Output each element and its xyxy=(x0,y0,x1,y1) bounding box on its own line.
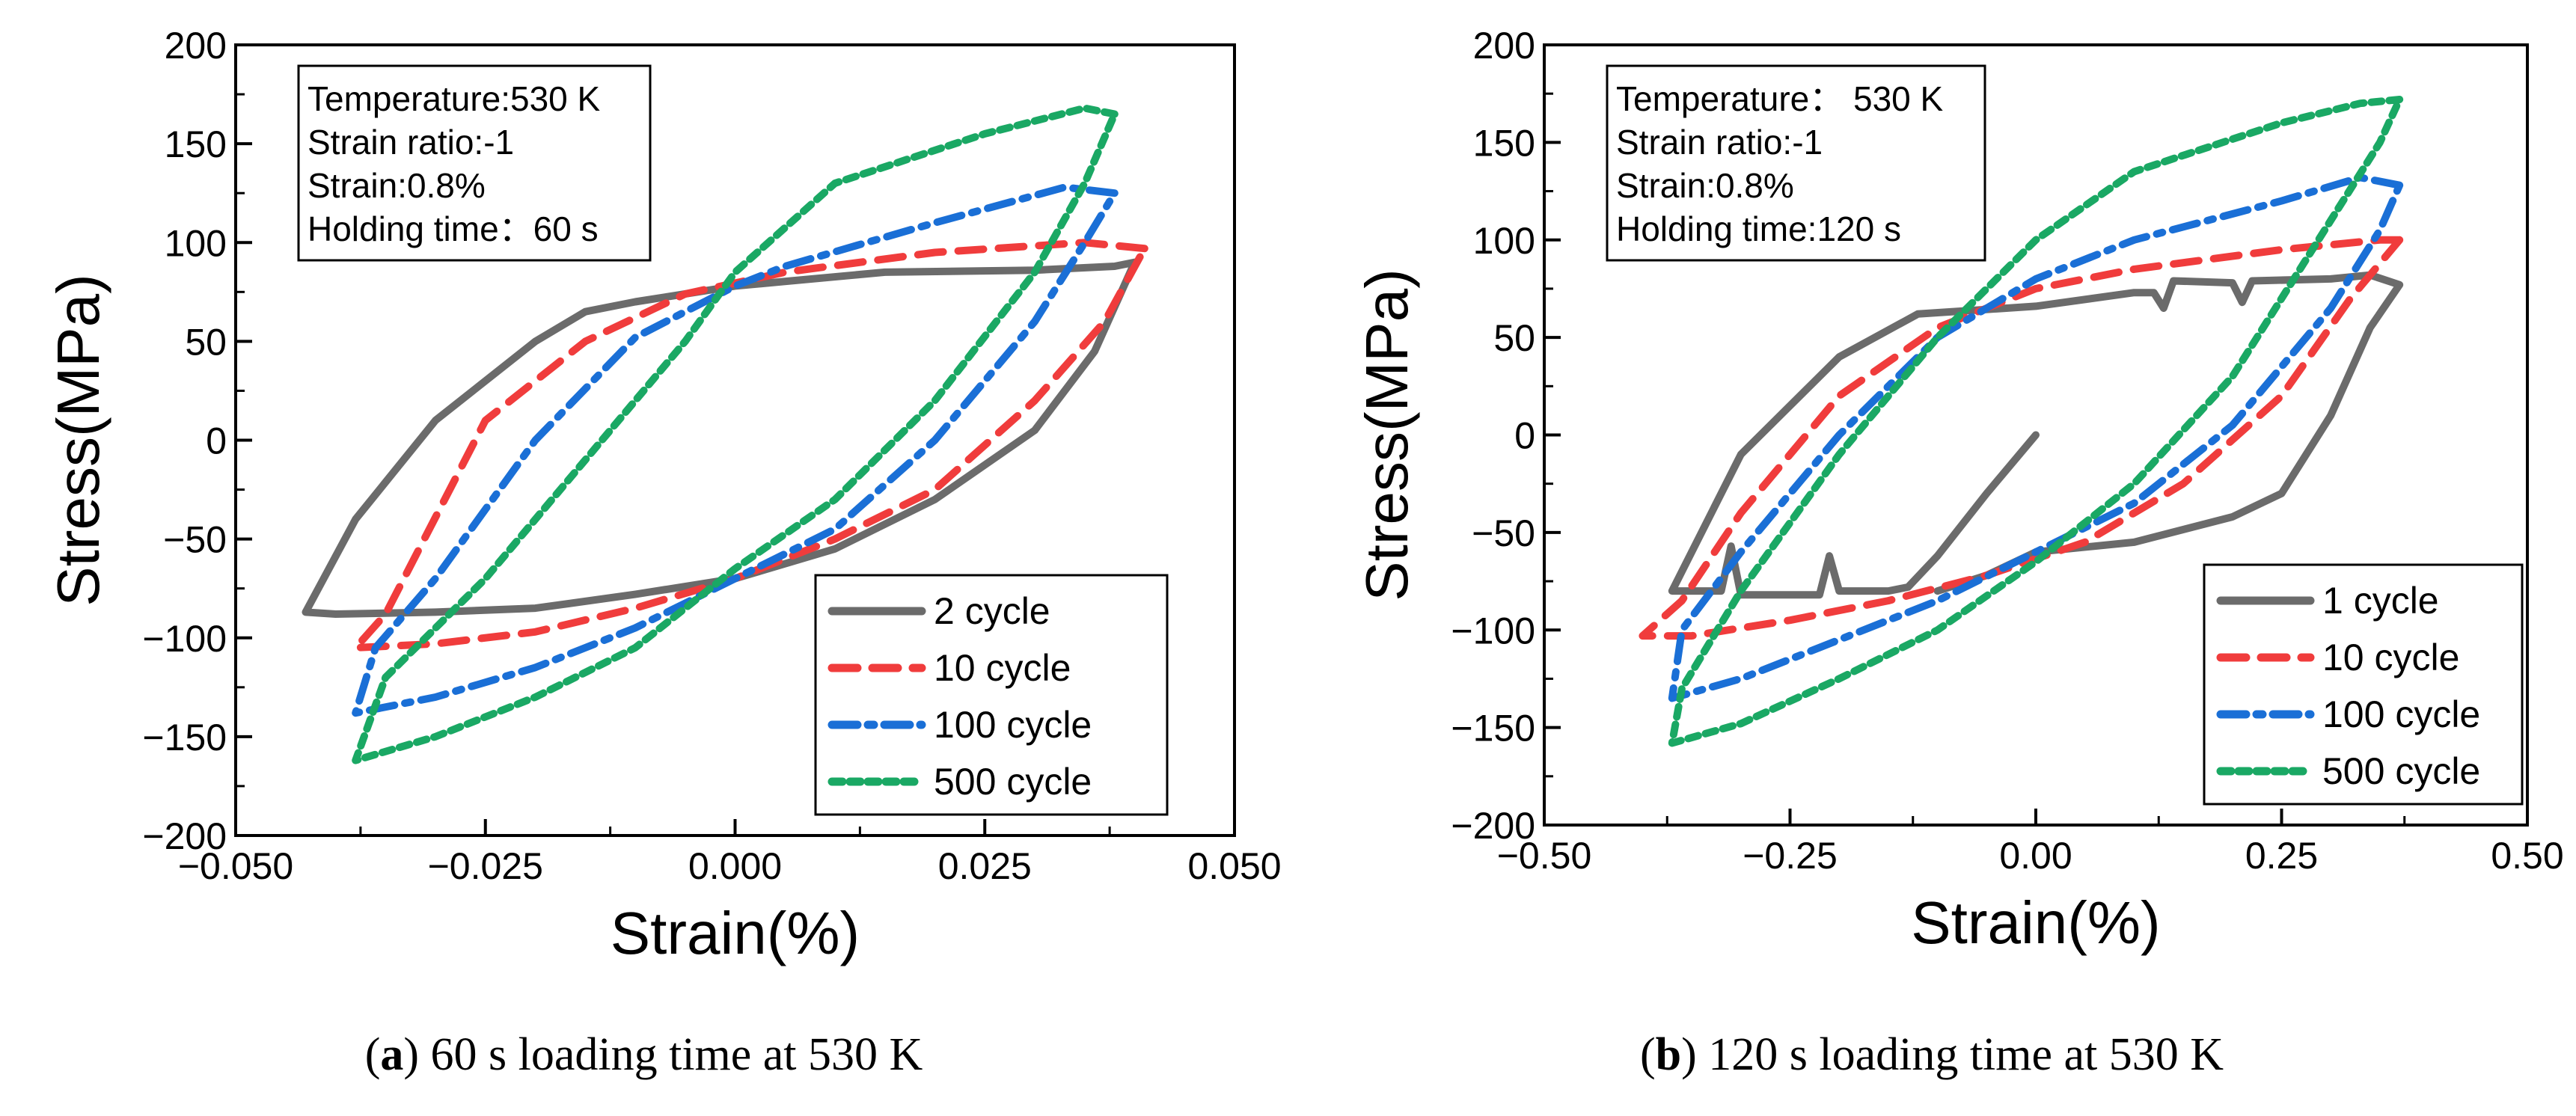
chart-a-ytick-label: −200 xyxy=(142,815,227,857)
chart-b-series-line-3 xyxy=(1668,174,2404,702)
chart-a-xtick-label: 0.050 xyxy=(1187,845,1281,887)
chart-b-legend-label-1: 1 cycle xyxy=(2322,580,2439,622)
chart-a-ytick-label: 50 xyxy=(185,321,227,363)
chart-a-xtick-label: 0.025 xyxy=(938,845,1032,887)
chart-b-ytick-label: 50 xyxy=(1493,317,1535,359)
chart-b-ytick-label: −50 xyxy=(1472,512,1535,554)
caption-a-text: 60 s loading time at 530 K xyxy=(430,1029,923,1080)
chart-b-ytick-label: 150 xyxy=(1473,122,1535,164)
chart-b-annotation-line: Holding time:120 s xyxy=(1616,209,1901,248)
chart-a-series-line-3 xyxy=(352,183,1119,717)
chart-b-annotation-line: Strain:0.8% xyxy=(1616,166,1794,205)
chart-a-xtick-label: 0.000 xyxy=(688,845,782,887)
chart-a-series-line-2 xyxy=(352,239,1148,651)
chart-a-annotation-line: Strain ratio:-1 xyxy=(308,123,514,162)
caption-a: (a) 60 s loading time at 530 K xyxy=(364,1029,923,1080)
chart-a-annotation-box xyxy=(297,64,652,262)
chart-a-annotation-line: Temperature:530 K xyxy=(308,79,601,118)
caption-b-text: 120 s loading time at 530 K xyxy=(1708,1029,2224,1080)
caption-a-letter: a xyxy=(380,1029,404,1080)
chart-a-series-line-1 xyxy=(302,258,1139,618)
chart-a-ytick-label: −100 xyxy=(142,618,227,660)
chart-b-legend-label-2: 10 cycle xyxy=(2322,637,2459,678)
chart-a-ytick-label: −150 xyxy=(142,717,227,758)
chart-b-ytick-label: −200 xyxy=(1451,805,1535,847)
chart-a-xtick-label: −0.050 xyxy=(178,845,293,887)
chart-b-svg: −200 −150 −100 −50 0 50 100 150 200 −0.50 −0.25 0.0… xyxy=(1353,25,2564,956)
chart-b-legend-label-3: 100 cycle xyxy=(2322,693,2480,735)
chart-b-xtick-label: 0.25 xyxy=(2245,835,2318,877)
chart-b-xtick-label: −0.25 xyxy=(1743,835,1838,877)
chart-a-legend-label-4: 500 cycle xyxy=(934,761,1092,803)
chart-b-annotation-box xyxy=(1606,64,1986,262)
chart-b-ytick-label: −100 xyxy=(1451,610,1535,651)
chart-panel-b: −200 −150 −100 −50 0 50 100 150 200 −0.50 −0.25 0.0… xyxy=(1288,0,2576,1116)
chart-panel-a: −200 −150 −100 −50 0 50 100 150 200 −0.050 −0.025 0… xyxy=(45,25,1282,1080)
chart-b-annotation-line: Strain ratio:-1 xyxy=(1616,123,1823,162)
chart-a-x-axis-label: Strain(%) xyxy=(611,900,860,966)
chart-a-legend-label-1: 2 cycle xyxy=(934,590,1050,632)
chart-a-ytick-label: 0 xyxy=(206,420,227,462)
chart-b-ytick-label: 200 xyxy=(1473,25,1535,67)
chart-b-series-line-2 xyxy=(1639,236,2404,640)
chart-b-xtick-label: 0.00 xyxy=(1999,835,2072,877)
chart-a-legend-label-2: 10 cycle xyxy=(934,647,1071,689)
chart-b-x-axis-label: Strain(%) xyxy=(1911,889,2160,956)
chart-b-y-axis-label: Stress(MPa) xyxy=(1353,269,1420,601)
chart-b-ytick-label: 0 xyxy=(1514,415,1535,457)
chart-a-annotation-line: Holding time：60 s xyxy=(308,209,599,248)
chart-b-annotation-line: Temperature： 530 K xyxy=(1616,79,1944,118)
caption-b: (b) 120 s loading time at 530 K xyxy=(1639,1029,2224,1080)
chart-a-series-line-4 xyxy=(352,104,1119,764)
chart-a-legend-label-3: 100 cycle xyxy=(934,704,1092,746)
chart-b-series-line-4 xyxy=(1668,96,2404,747)
chart-a-svg: −200 −150 −100 −50 0 50 100 150 200 −0.050 −0.025 0… xyxy=(45,25,1282,966)
chart-a-xtick-label: −0.025 xyxy=(428,845,543,887)
chart-b-xtick-label: −0.50 xyxy=(1497,835,1592,877)
chart-b-legend-label-4: 500 cycle xyxy=(2322,750,2480,792)
chart-b-series-line-1 xyxy=(1668,271,2404,599)
chart-a-ytick-label: 150 xyxy=(165,123,227,165)
chart-b-ytick-label: 100 xyxy=(1473,220,1535,262)
caption-b-letter: b xyxy=(1655,1029,1682,1080)
chart-a-series-group xyxy=(302,104,1148,764)
chart-b-series-group xyxy=(1639,96,2404,747)
chart-a-ytick-label: 200 xyxy=(165,25,227,67)
chart-b-xtick-label: 0.50 xyxy=(2491,835,2563,877)
chart-a-ytick-label: −50 xyxy=(163,519,227,561)
chart-a-y-axis-label: Stress(MPa) xyxy=(45,274,111,607)
chart-a-ytick-label: 100 xyxy=(165,222,227,264)
chart-b-ytick-label: −150 xyxy=(1451,708,1535,749)
chart-a-annotation-line: Strain:0.8% xyxy=(308,166,486,205)
